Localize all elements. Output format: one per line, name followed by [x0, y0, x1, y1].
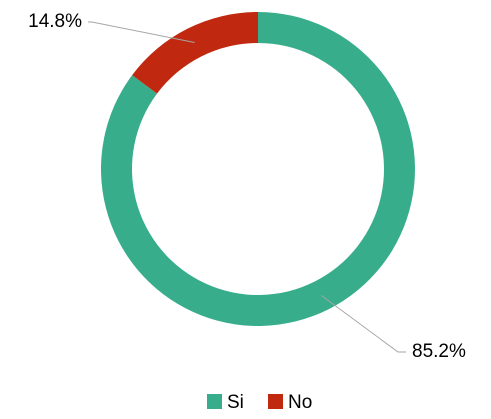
- donut-segment: [132, 12, 258, 94]
- leader-line: [88, 21, 195, 44]
- legend-swatch: [207, 394, 222, 409]
- legend-label: No: [288, 392, 312, 413]
- data-label: 14.8%: [28, 11, 82, 32]
- data-label: 85.2%: [412, 341, 466, 362]
- legend-label: Si: [227, 392, 244, 413]
- legend-swatch: [268, 394, 283, 409]
- leader-line: [321, 295, 406, 353]
